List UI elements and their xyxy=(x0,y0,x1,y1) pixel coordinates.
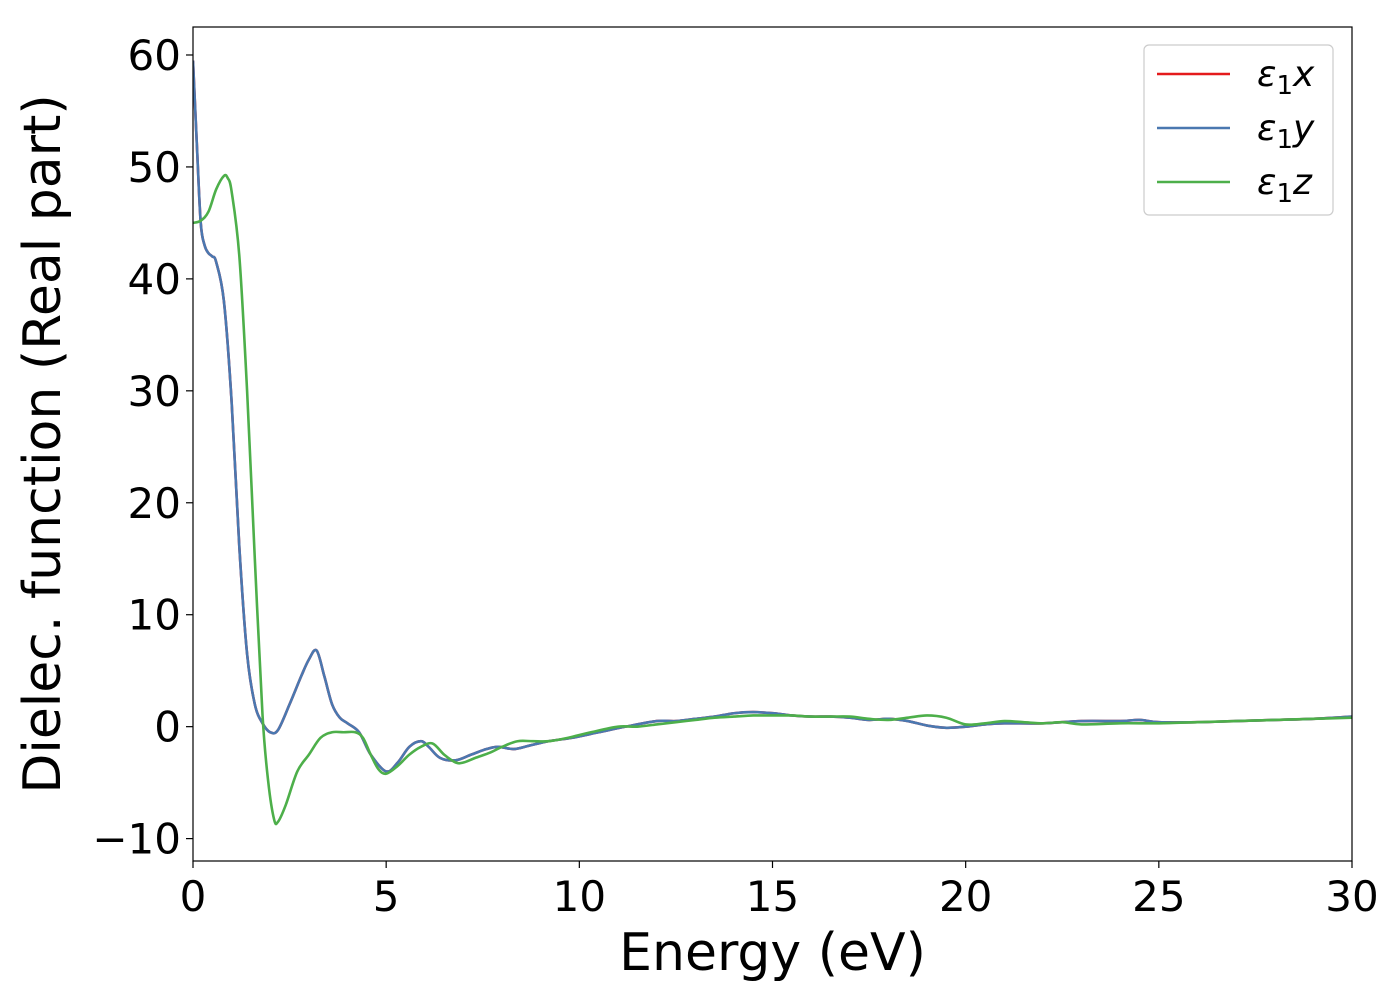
y-tick-label: 20 xyxy=(128,479,181,528)
y-tick-label: 0 xyxy=(154,703,181,752)
x-tick-label: 15 xyxy=(746,872,799,921)
x-tick-label: 25 xyxy=(1132,872,1185,921)
x-axis-label: Energy (eV) xyxy=(619,923,926,983)
x-tick-label: 30 xyxy=(1325,872,1378,921)
y-tick-label: −10 xyxy=(92,815,181,864)
y-tick-label: 10 xyxy=(128,591,181,640)
x-tick-label: 0 xyxy=(180,872,207,921)
legend-label-y: ε1y xyxy=(1257,108,1315,155)
y-axis-label: Dielec. function (Real part) xyxy=(13,94,73,793)
legend-box xyxy=(1143,44,1334,216)
series-layer xyxy=(193,60,1352,826)
legend: ε1x ε1y ε1z xyxy=(1143,44,1334,216)
x-tick-label: 10 xyxy=(553,872,606,921)
legend-label-x: ε1x xyxy=(1257,54,1315,101)
x-tick-label: 5 xyxy=(373,872,400,921)
y-tick-label: 40 xyxy=(128,255,181,304)
x-tick-label: 20 xyxy=(939,872,992,921)
series-line-z xyxy=(193,173,1352,826)
y-tick-label: 50 xyxy=(128,143,181,192)
series-line-y xyxy=(193,60,1352,773)
y-tick-label: 60 xyxy=(128,31,181,80)
legend-label-z: ε1z xyxy=(1257,162,1313,209)
ticks-layer: 0 5 10 15 20 25 30 −10 0 10 20 30 40 50 60 xyxy=(92,31,1378,921)
y-tick-label: 30 xyxy=(128,367,181,416)
